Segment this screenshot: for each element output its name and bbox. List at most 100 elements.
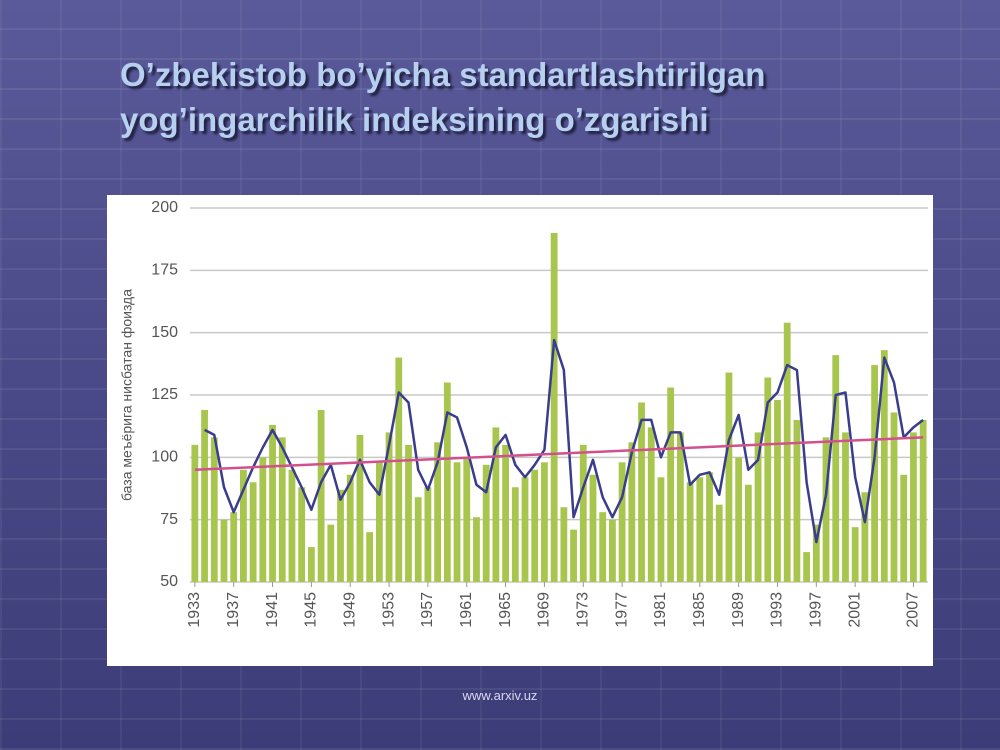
bar [453, 462, 461, 582]
x-tick-label: 1933 [186, 592, 203, 628]
bar [473, 517, 480, 582]
y-tick-label: 150 [151, 324, 178, 341]
bar [424, 487, 432, 582]
bar [900, 474, 908, 582]
bar [434, 442, 442, 582]
bar [910, 432, 917, 582]
y-tick-label: 75 [160, 511, 178, 528]
trend-line [194, 436, 924, 472]
bar [919, 419, 927, 582]
bar [375, 462, 383, 582]
bar [502, 444, 509, 582]
x-tick-label: 1965 [497, 592, 514, 628]
bar [307, 547, 315, 582]
bar [793, 419, 801, 582]
x-tick-label: 1989 [730, 592, 747, 628]
bar [201, 409, 208, 582]
bar [647, 427, 655, 582]
bar [871, 365, 878, 582]
x-tick-label: 1945 [303, 592, 320, 628]
bar [249, 482, 257, 582]
bar [570, 529, 577, 582]
x-tick-label: 1985 [691, 592, 708, 628]
bar [492, 427, 500, 582]
bar [851, 527, 859, 582]
bar [317, 409, 325, 582]
x-tick-label: 1969 [536, 592, 553, 628]
bar [667, 387, 675, 582]
x-tick-label: 1981 [652, 592, 669, 628]
bar [861, 492, 869, 582]
y-axis-label: база меъёрига нисбатан фоизда [119, 289, 135, 501]
bar [715, 504, 723, 582]
y-tick-label: 50 [160, 573, 178, 590]
x-tick-label: 1977 [613, 592, 630, 628]
bar [405, 444, 412, 582]
bar [269, 424, 276, 582]
bar [298, 487, 306, 582]
bar [686, 482, 694, 582]
bar [832, 355, 840, 582]
bar [560, 507, 568, 582]
x-tick-label: 1997 [808, 592, 825, 628]
bar [744, 484, 752, 582]
x-tick-label: 1949 [341, 592, 358, 628]
line [203, 338, 924, 544]
bar [696, 477, 704, 582]
bar [589, 474, 597, 582]
y-tick-label: 200 [151, 199, 178, 216]
bar [676, 432, 684, 582]
bar [288, 469, 296, 582]
slide-title: O’zbekistob bo’yicha standartlashtirilga… [120, 56, 766, 138]
bar [443, 382, 451, 582]
bar [754, 432, 762, 582]
bar [706, 472, 713, 582]
bar [346, 474, 354, 582]
bar [774, 399, 781, 582]
bar [259, 457, 267, 582]
bar [783, 322, 791, 582]
bar [550, 232, 558, 582]
bar [812, 524, 820, 582]
bar [327, 524, 335, 582]
bar [803, 552, 811, 582]
bar [395, 357, 403, 582]
bar [210, 437, 218, 582]
x-tick-label: 1953 [380, 592, 397, 628]
bar [191, 444, 199, 582]
y-tick-label: 175 [151, 262, 178, 279]
bar [337, 489, 344, 582]
x-tick-label: 1941 [264, 592, 281, 628]
bar [385, 432, 393, 582]
x-tick-label: 1937 [225, 592, 242, 628]
bar [764, 377, 772, 582]
bar [628, 442, 636, 582]
x-tick-label: 1973 [574, 592, 591, 628]
bar [531, 469, 539, 582]
bar [278, 437, 286, 582]
bar [240, 469, 247, 582]
bar [511, 487, 519, 582]
y-tick-label: 125 [151, 386, 178, 403]
bar [541, 462, 548, 582]
bar [414, 497, 422, 582]
footer: www.arxiv.uz [462, 688, 538, 703]
bar [657, 477, 665, 582]
x-tick-label: 1957 [419, 592, 436, 628]
bar [463, 457, 471, 582]
bar [890, 412, 898, 582]
bar [366, 532, 374, 582]
bar [599, 512, 607, 582]
x-tick-label: 1993 [769, 592, 786, 628]
bar [638, 402, 645, 582]
bar [618, 462, 626, 582]
bar [725, 372, 733, 582]
bar [609, 519, 616, 582]
x-tick-label: 2001 [846, 592, 863, 628]
bar [822, 437, 830, 582]
bar [842, 432, 849, 582]
bar [579, 444, 587, 582]
bar [735, 457, 743, 582]
x-tick-label: 1961 [458, 592, 475, 628]
